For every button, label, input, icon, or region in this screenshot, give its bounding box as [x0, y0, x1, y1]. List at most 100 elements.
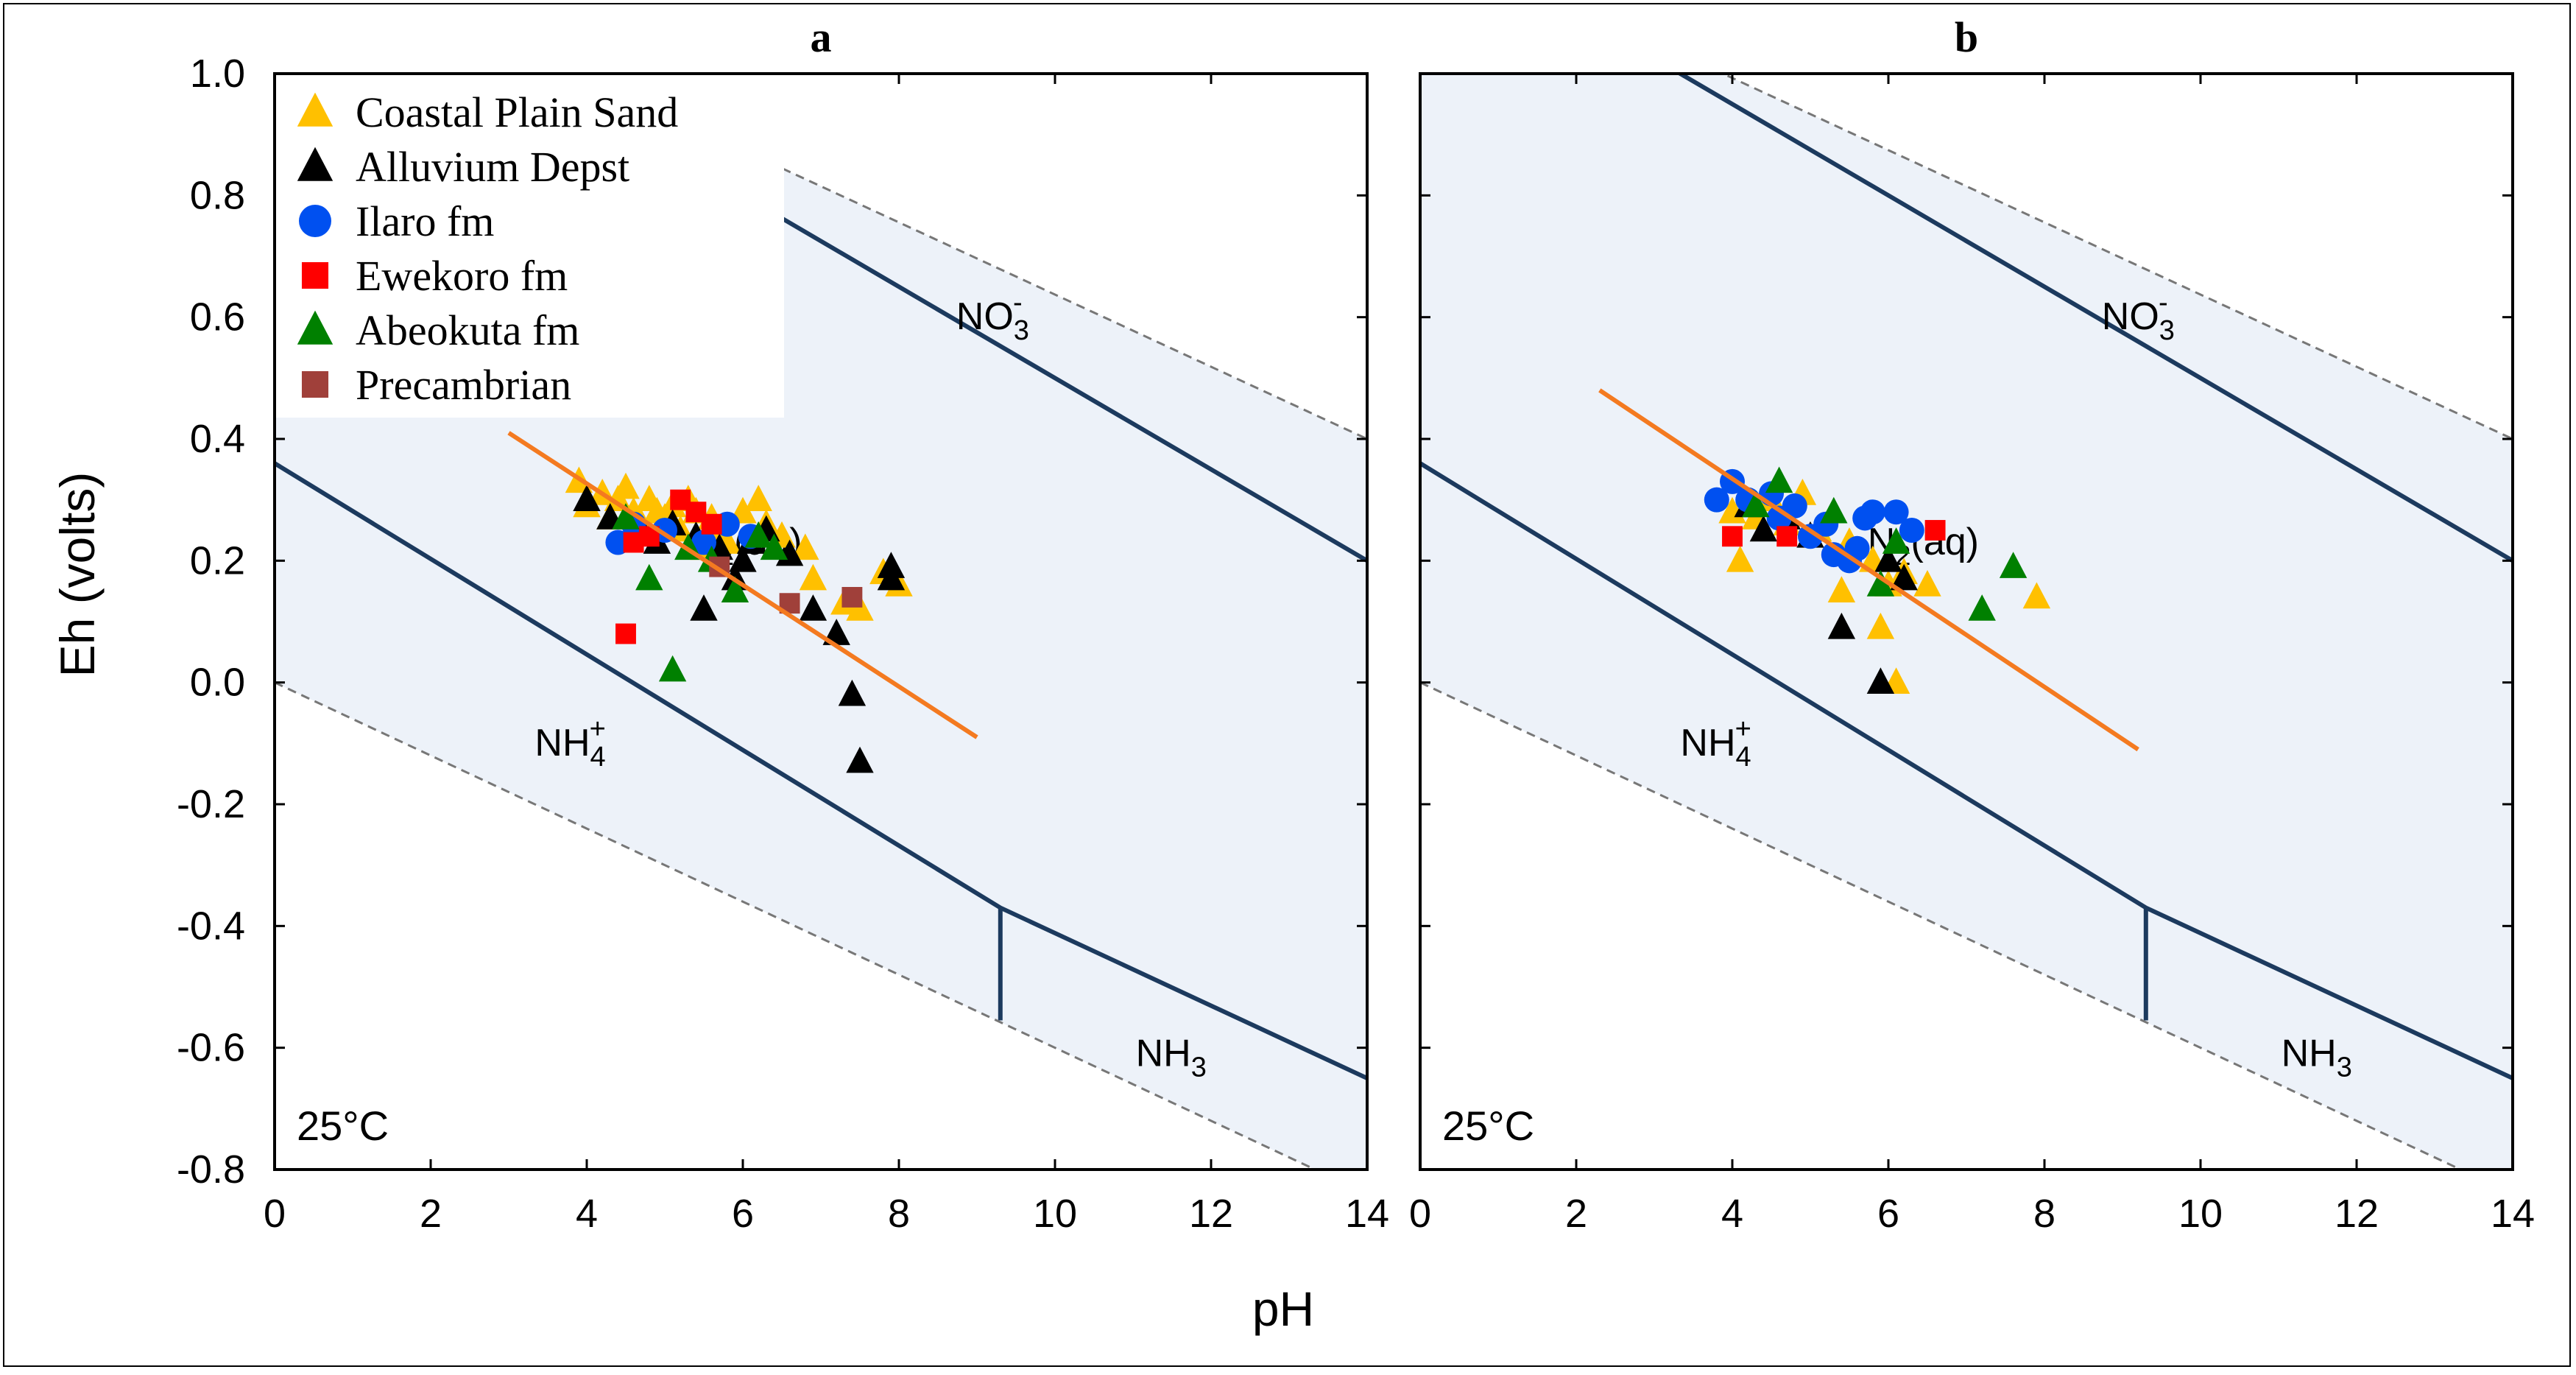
y-tick-label: -0.8: [177, 1147, 245, 1192]
data-point: [658, 655, 687, 682]
figure-border: [3, 3, 2571, 1367]
data-point: [612, 472, 640, 499]
data-point: [1749, 515, 1778, 542]
data-point: [1776, 526, 1798, 547]
data-point: [1765, 466, 1793, 493]
legend-label: Coastal Plain Sand: [356, 88, 678, 136]
y-tick-label: -0.2: [177, 782, 245, 826]
data-point: [846, 746, 874, 773]
series-ewekoro-fm: [1722, 520, 1946, 547]
boundary-line-0: [1676, 74, 2513, 563]
data-point: [1999, 552, 2028, 578]
data-point: [760, 533, 788, 560]
boundary-line-1: [275, 461, 1367, 1080]
x-tick-label: 2: [1565, 1192, 1587, 1236]
data-point: [1899, 518, 1924, 543]
legend-label: Alluvium Depst: [356, 143, 629, 191]
y-tick-label: 1.0: [190, 52, 245, 96]
x-tick-label: 6: [1877, 1192, 1899, 1236]
x-tick-label: 8: [2033, 1192, 2055, 1236]
data-point: [1866, 667, 1895, 694]
data-point: [1820, 496, 1848, 524]
data-point: [729, 545, 757, 572]
x-tick-label: 14: [2491, 1192, 2535, 1236]
data-point: [1924, 520, 1946, 541]
x-tick-label: 0: [264, 1192, 286, 1236]
data-point: [799, 563, 828, 591]
data-point: [615, 623, 636, 644]
data-point: [573, 485, 601, 511]
trend-line: [507, 431, 978, 739]
data-point: [635, 563, 663, 591]
water-stability-field: [1420, 74, 2513, 1170]
y-axis-label: Eh (volts): [50, 472, 105, 678]
y-tick-label: -0.4: [177, 904, 245, 948]
data-point: [799, 594, 828, 621]
legend-marker: [297, 310, 334, 345]
x-tick-label: 10: [2178, 1192, 2223, 1236]
data-point: [791, 533, 819, 560]
data-point: [744, 485, 772, 511]
x-tick-label: 12: [2335, 1192, 2379, 1236]
x-tick-label: 4: [1721, 1192, 1743, 1236]
legend-marker: [301, 261, 329, 289]
data-point: [1726, 545, 1754, 572]
x-tick-label: 0: [1409, 1192, 1431, 1236]
data-point: [2022, 582, 2051, 609]
temperature-label: 25°C: [297, 1103, 389, 1149]
legend-marker: [297, 92, 334, 127]
water-limit-line-3: [574, 74, 1367, 440]
legend-label: Abeokuta fm: [356, 306, 579, 354]
y-tick-label: 0.6: [190, 295, 245, 340]
data-point: [841, 586, 863, 608]
data-point: [690, 594, 718, 621]
data-point: [1742, 490, 1770, 518]
series-ewekoro-fm: [615, 489, 722, 644]
region-label-0: NO3-: [2102, 287, 2175, 346]
y-tick-label: 0.2: [190, 538, 245, 583]
x-tick-label: 14: [1345, 1192, 1389, 1236]
x-tick-label: 10: [1033, 1192, 1077, 1236]
legend-marker: [297, 147, 334, 181]
legend-marker: [301, 370, 329, 398]
x-tick-label: 8: [888, 1192, 910, 1236]
water-limit-line-3: [1720, 74, 2513, 440]
data-point: [846, 594, 874, 621]
data-point: [1913, 570, 1941, 597]
panel-title: b: [1955, 13, 1978, 61]
data-point: [1722, 526, 1743, 547]
y-tick-label: 0.4: [190, 417, 245, 461]
data-point: [612, 503, 640, 530]
data-point: [1827, 612, 1856, 639]
boundary-line-1: [1420, 461, 2513, 1080]
trend-line: [1598, 388, 2139, 752]
legend-label: Ewekoro fm: [356, 252, 568, 300]
region-label-0: NO3-: [956, 287, 1029, 346]
data-point: [1827, 576, 1856, 602]
data-point: [1882, 527, 1910, 554]
x-tick-label: 2: [420, 1192, 442, 1236]
region-label-2: NH4+: [1680, 714, 1751, 773]
legend-label: Ilaro fm: [356, 197, 494, 245]
data-point: [877, 552, 906, 578]
boundary-line-0: [530, 74, 1367, 563]
data-point: [1874, 545, 1902, 572]
data-point: [822, 619, 850, 645]
x-tick-label: 12: [1189, 1192, 1233, 1236]
legend-label: Precambrian: [356, 361, 571, 409]
y-tick-label: -0.6: [177, 1026, 245, 1070]
region-label-2: NH4+: [534, 714, 605, 773]
data-point: [1844, 535, 1870, 561]
data-point: [1883, 499, 1909, 525]
panel-title: a: [811, 13, 832, 61]
water-limit-line-4: [275, 681, 1318, 1170]
region-label-3: NH3: [2282, 1032, 2352, 1083]
data-point: [721, 576, 749, 602]
plot-frame: [1419, 72, 2514, 1171]
x-axis-label: pH: [1252, 1281, 1314, 1336]
data-point: [838, 679, 867, 706]
data-point: [1866, 612, 1895, 639]
panel-a: 0 2 4 6 8 10 12 14 1.0 0.8 0.6 0.4 0.2 0.0 -0.2 -0.4 -0.…: [177, 13, 1389, 1236]
